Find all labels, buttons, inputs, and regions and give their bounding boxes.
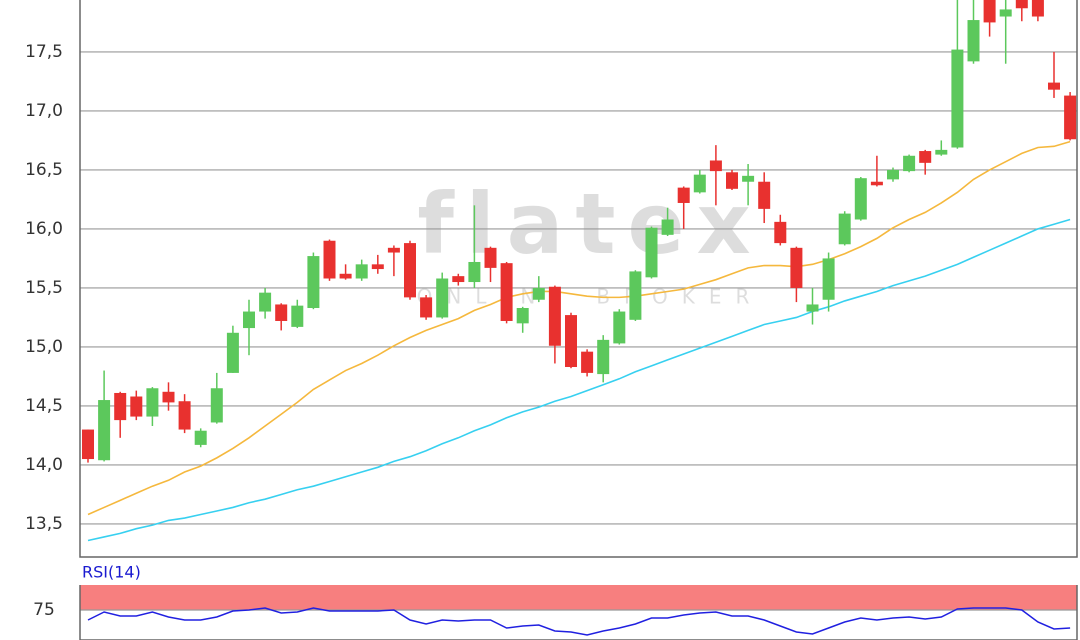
y-tick-label: 16,5: [25, 160, 63, 180]
candle-body: [903, 155, 916, 172]
y-tick-label: 15,5: [25, 278, 63, 298]
rsi-title: RSI(14): [82, 563, 141, 582]
candle-body: [758, 181, 771, 209]
y-tick-label: 17,5: [25, 42, 63, 62]
candle-body: [919, 151, 932, 163]
candle-body: [548, 286, 561, 346]
line: [87, 218, 1071, 542]
overbought-band: [80, 585, 1077, 610]
candle-body: [838, 213, 851, 245]
y-tick-label: 17,0: [25, 101, 63, 121]
candle-body: [82, 429, 94, 460]
candle-body: [581, 351, 594, 373]
candle-body: [532, 287, 545, 300]
candle-body: [951, 49, 964, 148]
candle-body: [742, 175, 755, 182]
candle-body: [726, 172, 738, 189]
candle-body: [371, 264, 384, 270]
y-tick-label: 16,0: [25, 219, 63, 239]
candle-body: [1031, 0, 1044, 17]
candle-body: [565, 315, 577, 368]
frame: [79, 0, 1078, 558]
candle-body: [709, 160, 722, 172]
candle-body: [275, 304, 288, 321]
y-tick-label: 14,0: [25, 455, 63, 475]
candle-body: [1015, 0, 1028, 9]
candle-body: [677, 187, 690, 203]
frame: [79, 585, 1078, 640]
candle-body: [935, 149, 948, 155]
candle-body: [774, 221, 787, 244]
candle-body: [597, 339, 610, 375]
candle-body: [967, 20, 980, 62]
y-tick-label: 75: [33, 600, 55, 620]
candle-body: [162, 391, 175, 403]
candle-body: [355, 264, 368, 279]
candle-body: [146, 388, 159, 417]
candle-body: [387, 247, 400, 253]
line: [87, 607, 1071, 636]
candle-body: [404, 243, 416, 298]
candle-body: [291, 305, 304, 327]
candle-body: [1048, 82, 1060, 90]
candle-body: [130, 396, 143, 417]
candle-body: [854, 178, 867, 220]
watermark-text: flatex: [417, 175, 762, 273]
candle-body: [243, 311, 255, 329]
candle-body: [194, 430, 207, 445]
y-tick-label: 14,5: [25, 396, 63, 416]
candle-body: [323, 240, 336, 279]
y-tick-label: 15,0: [25, 337, 63, 357]
candle-body: [484, 247, 497, 268]
candle-body: [887, 169, 899, 180]
candle-body: [339, 273, 352, 279]
candle-body: [307, 256, 320, 309]
candle-body: [629, 271, 642, 320]
candle-body: [693, 174, 706, 193]
candle-body: [661, 219, 674, 235]
candle-body: [999, 9, 1012, 17]
candle-body: [436, 278, 449, 318]
candle-body: [870, 181, 883, 186]
candle-body: [516, 308, 529, 324]
candle-body: [500, 263, 513, 321]
candle-body: [420, 297, 433, 318]
candle-body: [259, 292, 272, 312]
candle-body: [468, 261, 481, 283]
candle-body: [178, 401, 191, 430]
candle-body: [822, 258, 835, 300]
candle-body: [114, 392, 127, 421]
line: [87, 140, 1071, 516]
candle-body: [983, 0, 996, 23]
candle-body: [806, 304, 819, 312]
y-tick-label: 13,5: [25, 514, 63, 534]
candle-body: [613, 311, 626, 344]
candle-body: [98, 400, 111, 461]
candle-body: [645, 227, 658, 278]
candle-body: [790, 247, 803, 288]
candle-body: [1064, 95, 1077, 140]
candle-body: [226, 332, 239, 373]
candle-body: [210, 388, 223, 423]
candle-body: [452, 276, 465, 283]
